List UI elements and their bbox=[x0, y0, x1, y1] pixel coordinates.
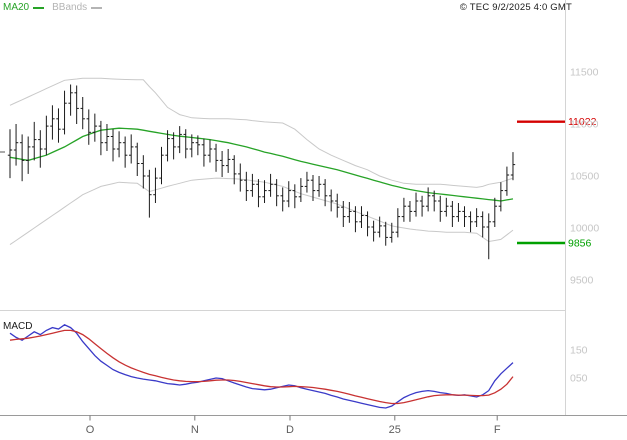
time-axis-label-O: O bbox=[86, 424, 95, 436]
ma20-line bbox=[9, 127, 514, 202]
bbands-line-swatch bbox=[91, 6, 103, 9]
time-axis-label-F: F bbox=[494, 424, 501, 436]
legend-item-ma20: MA20 bbox=[3, 2, 45, 13]
ohlc-bars bbox=[7, 84, 516, 260]
price-axis-label: 11000 bbox=[570, 119, 599, 131]
legend-bbands-label: BBands bbox=[52, 2, 88, 13]
time-axis-label-D: D bbox=[286, 424, 294, 436]
time-axis-label-N: N bbox=[191, 424, 199, 436]
time-axis-label-25: 25 bbox=[389, 424, 401, 436]
bb-upper-line bbox=[9, 77, 514, 188]
macd-axis-label: 050 bbox=[570, 373, 588, 385]
legend: MA20 BBands bbox=[3, 2, 103, 13]
signal-line bbox=[9, 329, 514, 405]
macd-panel-label: MACD bbox=[3, 321, 33, 332]
legend-ma20-label: MA20 bbox=[3, 2, 30, 13]
bb-lower-line bbox=[9, 177, 514, 246]
level-label-11022: 11022 bbox=[568, 116, 597, 128]
price-axis-label: 11500 bbox=[570, 67, 599, 79]
macd-axis-label: 150 bbox=[570, 345, 588, 357]
level-label-9856: 9856 bbox=[568, 238, 592, 250]
copyright-text: © TEC 9/2/2025 4:0 GMT bbox=[459, 2, 572, 13]
price-axis-label: 10500 bbox=[570, 171, 599, 183]
ma20-line-swatch bbox=[33, 6, 45, 9]
price-axis-label: 10000 bbox=[570, 223, 599, 235]
price-axis-label: 9500 bbox=[570, 275, 594, 287]
macd-line bbox=[9, 324, 514, 409]
legend-item-bbands: BBands bbox=[52, 2, 103, 13]
